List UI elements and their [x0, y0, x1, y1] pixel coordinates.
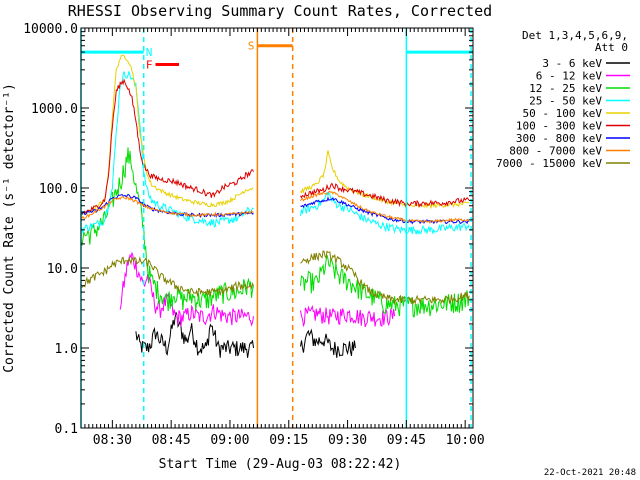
y-tick-label: 1000.0: [31, 102, 78, 117]
saa-label: S: [248, 40, 255, 53]
series-line-6-seg-1: [300, 196, 470, 225]
series-line-8-seg-1: [300, 250, 470, 306]
x-axis: 08:30 08:45 09:00 09:15 09:30 09:45 10:00: [84, 28, 485, 448]
legend-header-detectors: Det 1,3,4,5,6,9,: [522, 29, 628, 42]
series-line-0-seg-1: [300, 328, 356, 358]
series-line-7-seg-0: [81, 196, 254, 219]
series-line-7-seg-1: [300, 190, 470, 224]
x-tick-label: 08:45: [152, 433, 191, 448]
legend-entry-label: 800 - 7000 keV: [509, 145, 602, 158]
night-label: N: [146, 46, 153, 59]
series-line-8-seg-0: [81, 256, 254, 297]
x-tick-label: 08:30: [93, 433, 132, 448]
x-tick-label: 09:45: [387, 433, 426, 448]
plot-frame: [80, 27, 474, 429]
legend-entry-label: 3 - 6 keV: [542, 57, 602, 70]
series-layer: [81, 54, 470, 358]
marker-layer: NF S: [81, 40, 473, 71]
series-line-0-seg-0: [135, 312, 254, 358]
generated-date: 22-Oct-2021 20:48: [544, 468, 636, 478]
series-line-3-seg-0: [81, 71, 254, 234]
chart-title: RHESSI Observing Summary Count Rates, Co…: [68, 2, 492, 20]
series-line-3-seg-1: [300, 191, 470, 236]
series-line-2-seg-0: [81, 147, 254, 312]
y-tick-label: 100.0: [39, 182, 78, 197]
x-tick-label: 10:00: [446, 433, 485, 448]
flare-label: F: [146, 58, 153, 71]
legend-entry-label: 50 - 100 keV: [523, 107, 603, 120]
legend-entry-label: 100 - 300 keV: [516, 120, 602, 133]
series-line-5-seg-0: [81, 78, 254, 215]
y-axis: 10000.0 1000.0 100.0 10.0 1.0 0.1: [23, 22, 473, 437]
series-line-1-seg-1: [300, 304, 396, 328]
legend-entry-label: 25 - 50 keV: [529, 95, 602, 108]
series-line-4-seg-0: [81, 54, 254, 217]
series-line-5-seg-1: [300, 182, 470, 208]
legend-header-attenuator: Att 0: [595, 41, 628, 54]
y-tick-label: 1.0: [55, 342, 78, 357]
legend-entry-label: 300 - 800 keV: [516, 132, 602, 145]
series-line-1-seg-0: [119, 251, 254, 327]
x-tick-label: 09:30: [328, 433, 367, 448]
legend-entry-label: 6 - 12 keV: [536, 70, 603, 83]
y-tick-label: 0.1: [55, 422, 78, 437]
x-tick-label: 09:00: [210, 433, 249, 448]
y-tick-label: 10.0: [47, 262, 78, 277]
legend-entry-label: 12 - 25 keV: [529, 82, 602, 95]
y-axis-label: Corrected Count Rate (s⁻¹ detector⁻¹): [2, 83, 17, 373]
series-line-2-seg-1: [300, 254, 470, 318]
y-tick-label: 10000.0: [23, 22, 78, 37]
legend-entry-label: 7000 - 15000 keV: [496, 157, 602, 170]
series-line-6-seg-0: [81, 193, 254, 219]
x-axis-label: Start Time (29-Aug-03 08:22:42): [159, 457, 402, 472]
x-tick-label: 09:15: [269, 433, 308, 448]
